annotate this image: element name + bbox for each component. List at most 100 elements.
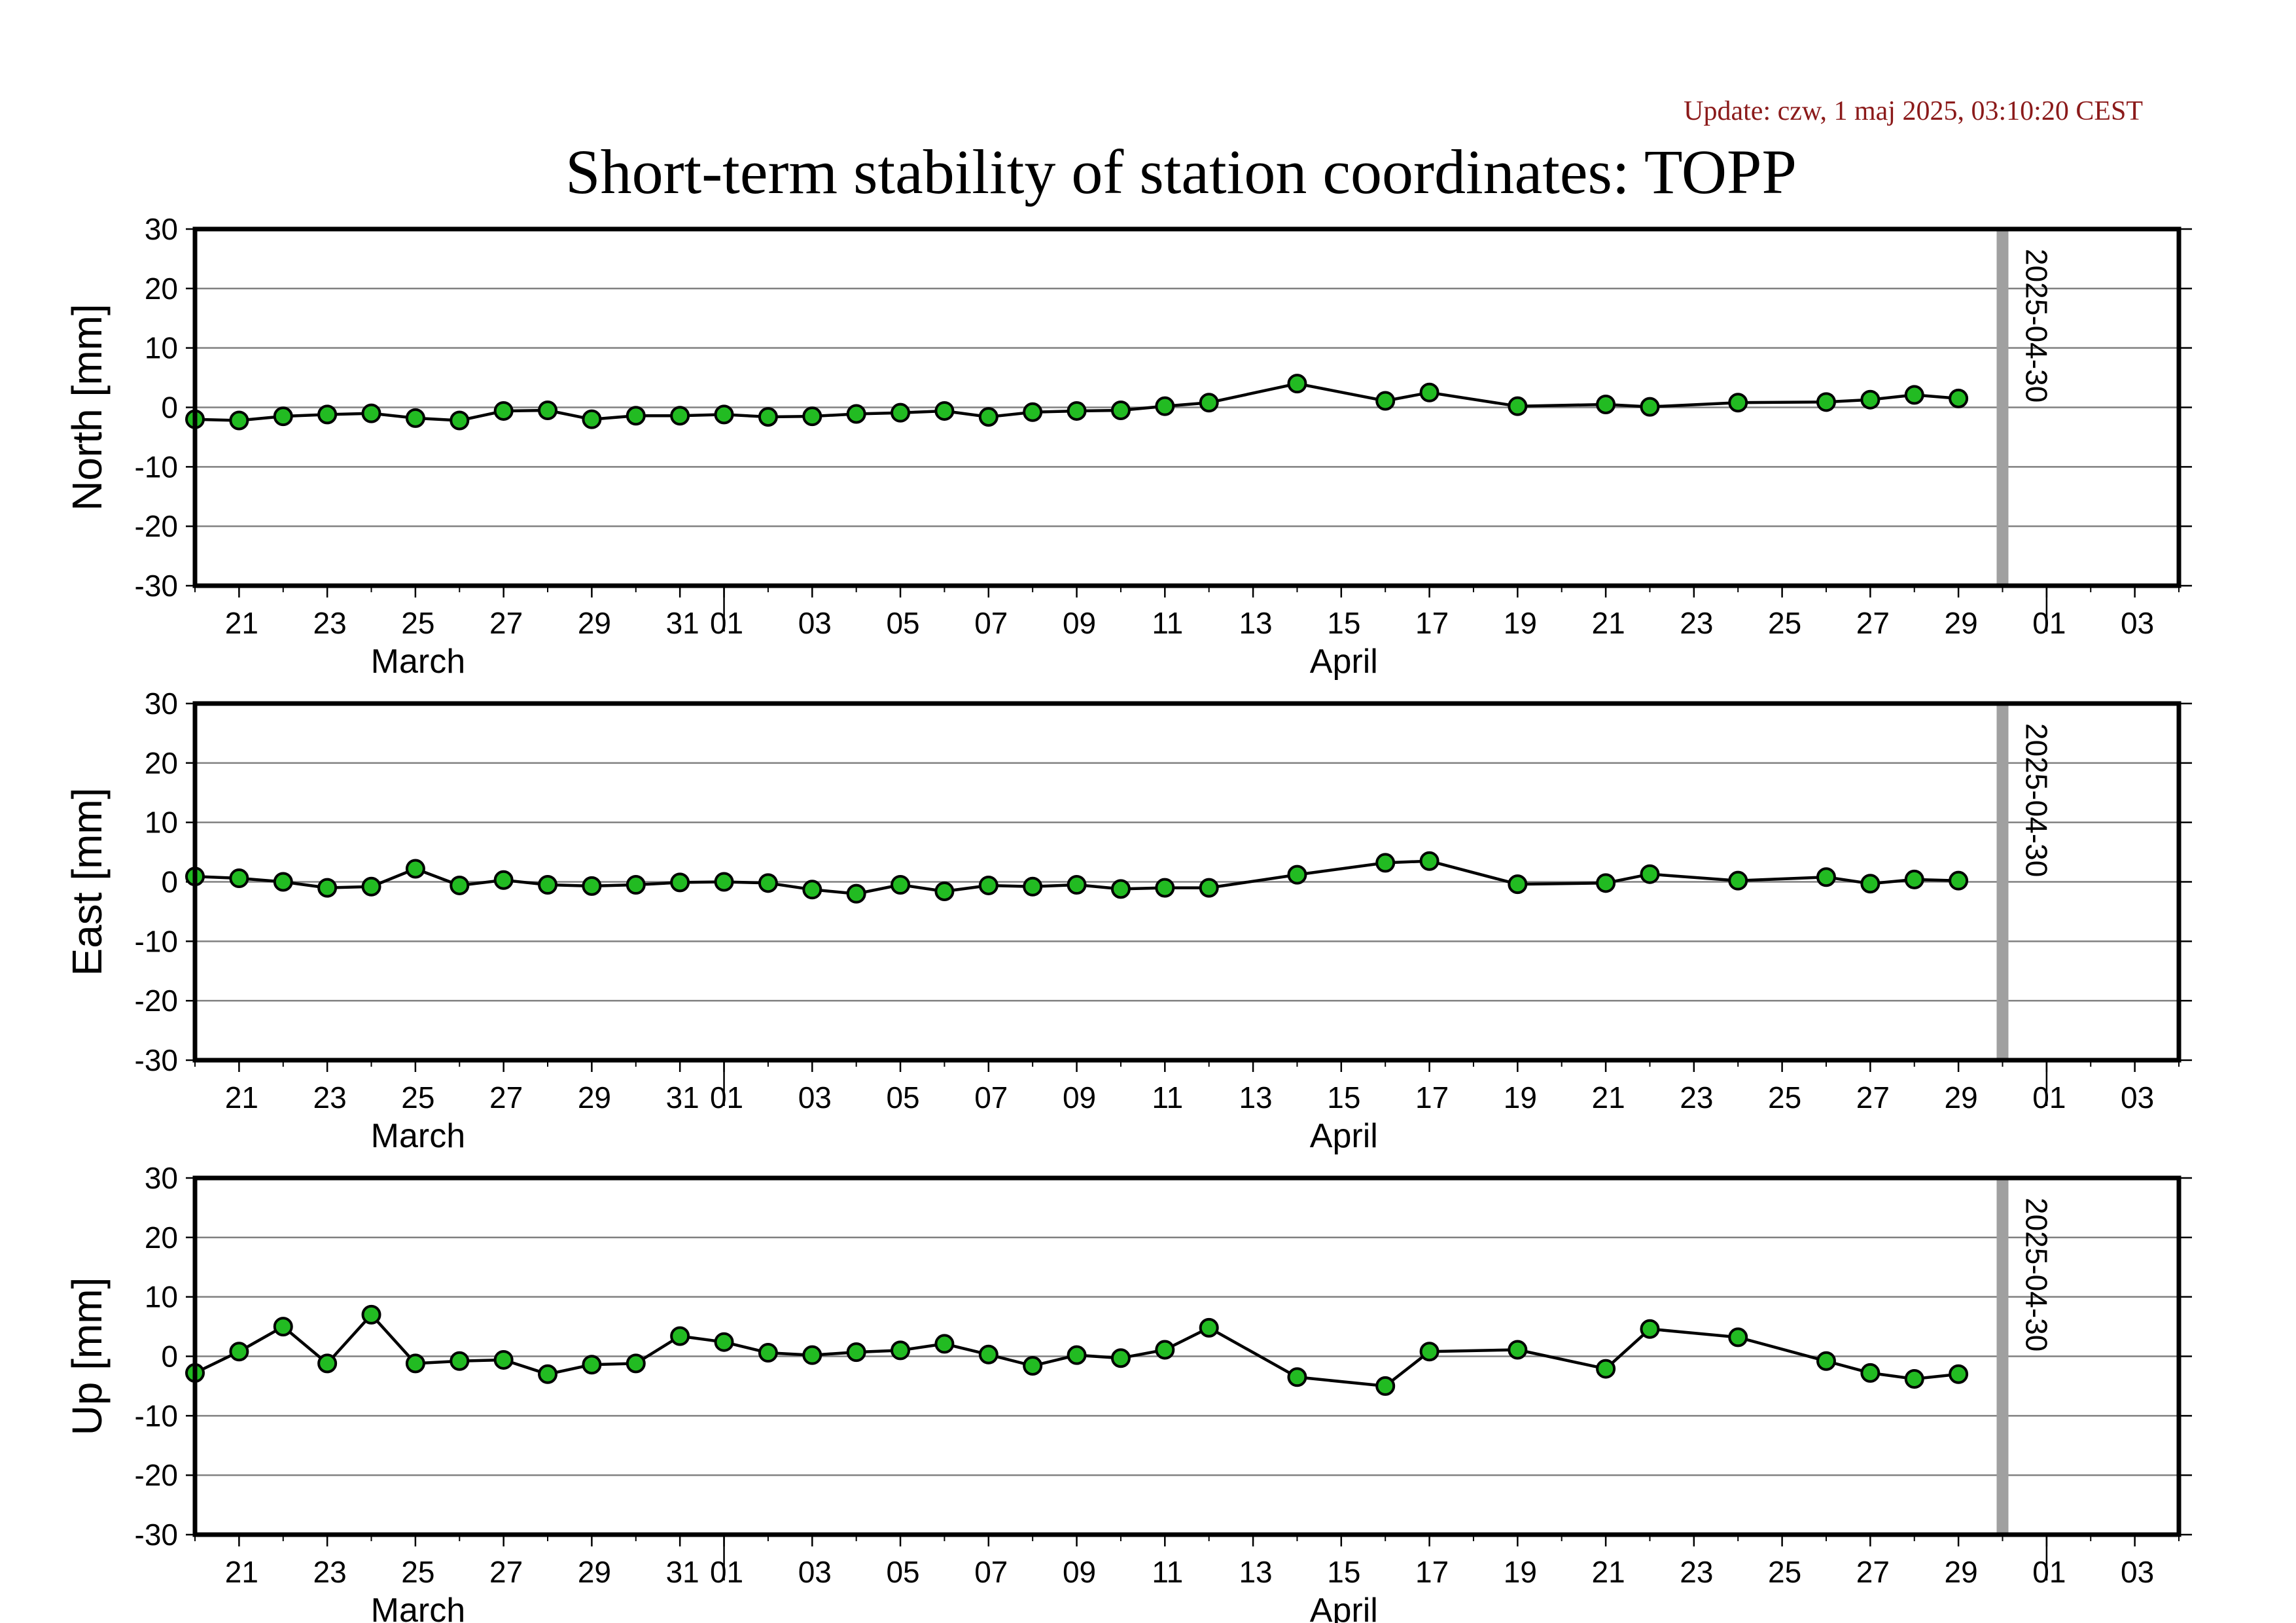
- x-tick-label: 17: [1415, 606, 1449, 640]
- month-label: March: [371, 1592, 465, 1623]
- data-point: [1816, 867, 1836, 887]
- x-tick-label: 03: [798, 1555, 832, 1589]
- data-point: [1199, 393, 1219, 413]
- data-point: [229, 868, 249, 889]
- y-tick-label: 30: [145, 687, 178, 721]
- x-tick-label: 31: [666, 606, 699, 640]
- data-point: [1816, 392, 1836, 412]
- data-point: [1023, 402, 1043, 422]
- x-tick-label: 31: [666, 1555, 699, 1589]
- x-tick-label: 25: [1768, 1080, 1801, 1115]
- data-point: [978, 407, 998, 427]
- x-tick-label: 07: [974, 1555, 1008, 1589]
- data-point: [1728, 393, 1748, 413]
- panel-1: 30 20 10 0 -10 -20 -30 21 23 25 27 29 31 01 03 05 07 09 11…: [63, 212, 2192, 681]
- y-tick-label: 10: [145, 806, 178, 840]
- x-tick-label: 29: [578, 1080, 611, 1115]
- data-point: [802, 406, 822, 427]
- x-tick-label: 23: [1680, 1555, 1713, 1589]
- data-point: [1067, 401, 1087, 421]
- x-tick-label: 19: [1504, 606, 1537, 640]
- data-point: [1199, 1317, 1219, 1338]
- data-point: [846, 404, 866, 424]
- x-tick-label: 07: [974, 1080, 1008, 1115]
- y-tick-label: 30: [145, 212, 178, 246]
- x-tick-label: 21: [225, 1555, 258, 1589]
- x-tick-label: 07: [974, 606, 1008, 640]
- data-point: [1508, 874, 1528, 895]
- data-point: [493, 870, 514, 890]
- data-point: [1640, 397, 1660, 417]
- y-tick-label: -20: [135, 1458, 178, 1492]
- update-timestamp: Update: czw, 1 maj 2025, 03:10:20 CEST: [1684, 96, 2143, 126]
- data-point: [1816, 1351, 1836, 1371]
- y-tick-label: -10: [135, 450, 178, 484]
- data-point: [670, 1326, 690, 1346]
- x-tick-label: 29: [578, 606, 611, 640]
- data-point: [493, 401, 514, 421]
- data-point: [1287, 1367, 1307, 1387]
- data-point: [846, 883, 866, 904]
- x-tick-label: 13: [1239, 1555, 1272, 1589]
- x-tick-label: 09: [1063, 1080, 1096, 1115]
- data-point: [538, 875, 558, 895]
- x-tick-label: 27: [1856, 606, 1890, 640]
- y-tick-label: 20: [145, 746, 178, 780]
- data-point: [758, 1343, 778, 1363]
- data-point: [361, 1304, 381, 1325]
- x-tick-label: 01: [710, 1080, 743, 1115]
- data-point: [1375, 1376, 1396, 1396]
- x-tick-label: 23: [1680, 606, 1713, 640]
- x-tick-label: 09: [1063, 606, 1096, 640]
- x-tick-label: 11: [1152, 1555, 1183, 1589]
- data-point: [317, 1353, 338, 1374]
- data-point: [1110, 1348, 1131, 1368]
- month-label: April: [1310, 1117, 1378, 1155]
- data-point: [802, 880, 822, 900]
- x-tick-label: 23: [313, 606, 347, 640]
- x-tick-label: 03: [2121, 606, 2154, 640]
- data-point: [450, 875, 470, 895]
- data-point: [670, 406, 690, 426]
- y-axis-label: North [mm]: [63, 304, 111, 510]
- data-point: [1508, 396, 1528, 416]
- date-marker-label: 2025-04-30: [2019, 723, 2053, 877]
- x-tick-label: 15: [1327, 1555, 1360, 1589]
- data-point: [714, 1332, 734, 1352]
- data-point: [758, 407, 778, 427]
- month-label: April: [1310, 1592, 1378, 1623]
- data-point: [1949, 388, 1969, 408]
- data-point: [582, 1355, 602, 1375]
- data-point: [1023, 876, 1043, 897]
- x-tick-label: 31: [666, 1080, 699, 1115]
- x-tick-label: 03: [2121, 1080, 2154, 1115]
- y-axis-label: Up [mm]: [63, 1277, 111, 1436]
- x-tick-label: 25: [401, 1080, 434, 1115]
- x-tick-label: 01: [2032, 606, 2066, 640]
- data-point: [1110, 401, 1131, 421]
- x-tick-label: 01: [2032, 1555, 2066, 1589]
- data-point: [891, 402, 911, 423]
- data-point: [934, 882, 955, 902]
- data-point: [1023, 1356, 1043, 1376]
- x-tick-label: 05: [886, 1080, 919, 1115]
- x-tick-label: 09: [1063, 1555, 1096, 1589]
- data-point: [626, 1353, 646, 1374]
- data-point: [405, 1353, 425, 1374]
- panels: 30 20 10 0 -10 -20 -30 21 23 25 27 29 31 01 03 05 07 09 11…: [63, 212, 2192, 1623]
- data-point: [1904, 1369, 1924, 1389]
- x-tick-label: 27: [489, 1080, 523, 1115]
- data-point: [1419, 382, 1439, 402]
- data-point: [626, 406, 646, 426]
- y-tick-label: 20: [145, 272, 178, 306]
- x-tick-label: 01: [710, 1555, 743, 1589]
- y-tick-label: 0: [161, 391, 178, 425]
- x-tick-label: 27: [1856, 1080, 1890, 1115]
- panel-frame: [192, 701, 2181, 1063]
- data-point: [1860, 389, 1881, 410]
- data-point: [582, 876, 602, 896]
- data-point: [582, 409, 602, 429]
- x-tick-label: 23: [1680, 1080, 1713, 1115]
- x-tick-label: 13: [1239, 606, 1272, 640]
